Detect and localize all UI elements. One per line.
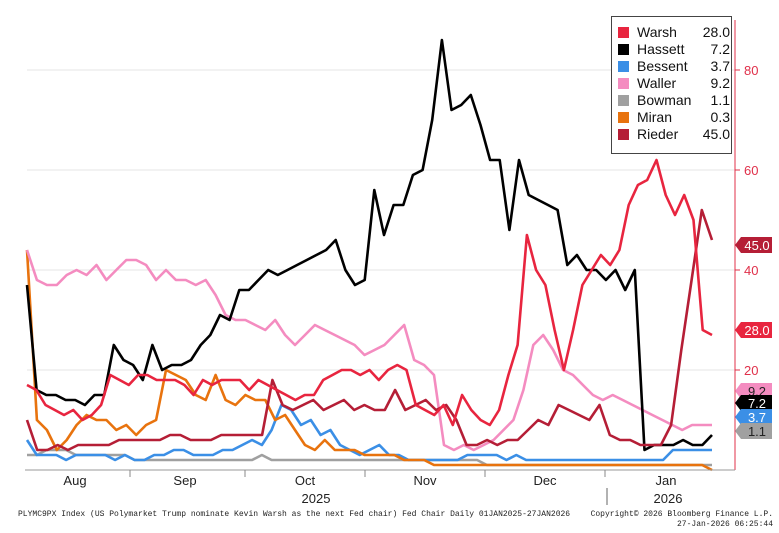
- legend: Warsh 28.0 Hassett 7.2 Bessent 3.7 Walle…: [611, 16, 732, 154]
- axis-badge-warsh: 28.0: [735, 322, 772, 338]
- legend-swatch: [618, 95, 629, 106]
- legend-swatch: [618, 78, 629, 89]
- badge-label: 1.1: [748, 424, 766, 439]
- legend-item-bessent: Bessent 3.7: [618, 58, 730, 75]
- legend-item-rieder: Rieder 45.0: [618, 126, 730, 143]
- x-axis-ticks: Aug Sep Oct Nov Dec Jan 2025 2026: [63, 470, 682, 506]
- footer-copyright: Copyright© 2026 Bloomberg Finance L.P.: [590, 510, 773, 519]
- x-month-label-jan: Jan: [656, 473, 677, 488]
- x-year-label-2025: 2025: [302, 491, 331, 506]
- legend-value: 3.7: [710, 58, 730, 74]
- badge-label: 28.0: [744, 323, 769, 338]
- legend-swatch: [618, 61, 629, 72]
- legend-value: 1.1: [710, 92, 730, 108]
- axis-badge-bowman: 1.1: [735, 423, 772, 439]
- footer-timestamp: 27-Jan-2026 06:25:44: [676, 520, 773, 529]
- legend-value: 0.3: [710, 109, 730, 125]
- x-year-label-2026: 2026: [654, 491, 683, 506]
- legend-value: 9.2: [710, 75, 730, 91]
- x-month-label-oct: Oct: [295, 473, 316, 488]
- axis-badge-rieder: 45.0: [735, 237, 772, 253]
- badge-label: 45.0: [744, 238, 769, 253]
- legend-item-waller: Waller 9.2: [618, 75, 730, 92]
- x-month-label-sep: Sep: [173, 473, 196, 488]
- x-month-label-dec: Dec: [533, 473, 557, 488]
- x-month-label-aug: Aug: [63, 473, 86, 488]
- legend-label: Hassett: [637, 41, 685, 57]
- badge-shape: [735, 423, 772, 439]
- series-line-hassett: [25, 38, 713, 452]
- legend-swatch: [618, 44, 629, 55]
- y-tick-label-60: 60: [744, 163, 758, 178]
- x-month-label-nov: Nov: [413, 473, 437, 488]
- legend-label: Warsh: [637, 24, 677, 40]
- footer: PLYMC9PX Index (US Polymarket Trump nomi…: [18, 510, 773, 529]
- legend-swatch: [618, 27, 629, 38]
- legend-label: Rieder: [637, 126, 679, 142]
- legend-label: Miran: [637, 109, 673, 125]
- legend-value: 7.2: [710, 41, 730, 57]
- legend-label: Bowman: [637, 92, 692, 108]
- axis-badge-bessent: 3.7: [735, 409, 772, 425]
- legend-value: 28.0: [702, 24, 730, 40]
- footer-description: PLYMC9PX Index (US Polymarket Trump nomi…: [18, 510, 571, 519]
- series-line-bessent: [25, 403, 712, 462]
- axis-badges: 45.028.09.27.23.71.1: [735, 237, 772, 439]
- legend-item-hassett: Hassett 7.2: [618, 41, 730, 58]
- legend-item-bowman: Bowman 1.1: [618, 92, 730, 109]
- series-line-rieder: [25, 208, 714, 452]
- legend-swatch: [618, 112, 629, 123]
- badge-label: 3.7: [748, 410, 766, 425]
- axis-badge-hassett: 7.2: [735, 395, 772, 411]
- legend-label: Bessent: [637, 58, 688, 74]
- badge-label: 7.2: [748, 396, 766, 411]
- series-line-waller: [25, 249, 712, 452]
- series-line-warsh: [26, 158, 713, 427]
- legend-swatch: [618, 129, 629, 140]
- badge-shape: [735, 237, 772, 253]
- badge-shape: [735, 409, 772, 425]
- y-tick-label-80: 80: [744, 63, 758, 78]
- footer-right: Copyright© 2026 Bloomberg Finance L.P. 2…: [591, 510, 773, 530]
- legend-value: 45.0: [702, 126, 730, 142]
- y-axis-ticks: 20 40 60 80: [735, 63, 758, 378]
- legend-item-warsh: Warsh 28.0: [618, 24, 730, 41]
- legend-label: Waller: [637, 75, 677, 91]
- y-tick-label-40: 40: [744, 263, 758, 278]
- legend-item-miran: Miran 0.3: [618, 109, 730, 126]
- series-line-miran: [25, 249, 713, 472]
- series-lines: [25, 38, 714, 472]
- badge-shape: [735, 322, 772, 338]
- y-tick-label-20: 20: [744, 363, 758, 378]
- badge-shape: [735, 395, 772, 411]
